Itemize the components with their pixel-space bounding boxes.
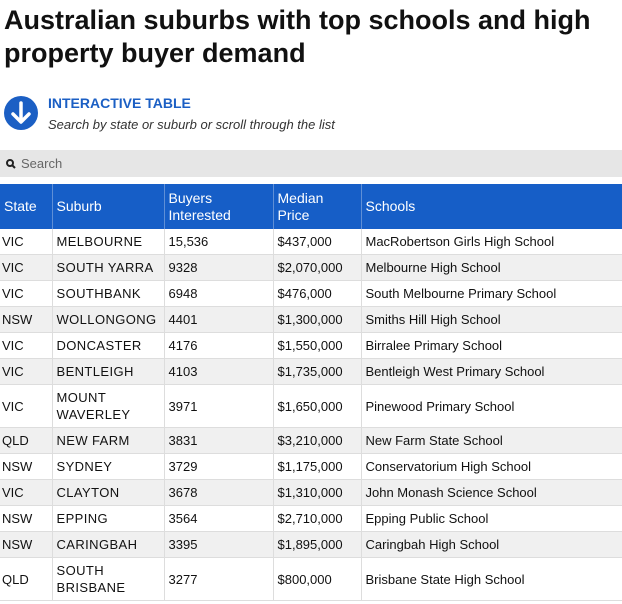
table-cell: NSW (0, 306, 52, 333)
table-row: VIC SOUTH YARRA 9328 $2,070,000 Melbourne Hi… (0, 254, 622, 281)
column-header: Schools (360, 184, 622, 229)
table-cell: MOUNT WAVERLEY (51, 384, 164, 428)
table-cell: Epping Public School (360, 505, 622, 532)
table-cell: NSW (0, 453, 52, 480)
table-row: VIC SOUTHBANK 6948 $476,000 South Melbourne … (0, 280, 622, 307)
table-cell: $2,710,000 (272, 505, 361, 532)
table-cell: 3564 (163, 505, 273, 532)
table-cell: Brisbane State High School (360, 557, 622, 601)
table-row: VIC MELBOURNE 15,536 $437,000 MacRobertson G… (0, 229, 622, 255)
data-table: State Suburb Buyers Interested Median Price… (0, 184, 622, 601)
table-cell: $3,210,000 (272, 427, 361, 454)
table-row: VIC DONCASTER 4176 $1,550,000 Birralee Prima… (0, 332, 622, 359)
table-cell: 3395 (163, 531, 273, 558)
table-cell: SOUTH BRISBANE (51, 557, 164, 601)
table-cell: $1,300,000 (272, 306, 361, 333)
table-cell: $437,000 (272, 229, 361, 255)
table-cell: MacRobertson Girls High School (360, 229, 622, 255)
column-header: State (0, 184, 52, 229)
table-cell: $800,000 (272, 557, 361, 601)
table-cell: Birralee Primary School (360, 332, 622, 359)
column-header: Buyers Interested (163, 184, 273, 229)
section-label: INTERACTIVE TABLE (48, 95, 191, 111)
table-cell: $1,550,000 (272, 332, 361, 359)
table-cell: WOLLONGONG (51, 306, 164, 333)
table-cell: Pinewood Primary School (360, 384, 622, 428)
table-row: VIC BENTLEIGH 4103 $1,735,000 Bentleigh West… (0, 358, 622, 385)
subtitle: Search by state or suburb or scroll thro… (48, 117, 335, 132)
table-cell: 6948 (163, 280, 273, 307)
table-cell: VIC (0, 229, 52, 255)
table-row: QLD SOUTH BRISBANE 3277 $800,000 Brisbane St… (0, 557, 622, 601)
header-row: State Suburb Buyers Interested Median Price… (0, 184, 622, 229)
table-cell: $1,310,000 (272, 479, 361, 506)
header-text: Median Price (277, 189, 324, 223)
table-cell: Melbourne High School (360, 254, 622, 281)
table-cell: VIC (0, 384, 52, 428)
table-cell: VIC (0, 358, 52, 385)
table-cell: 15,536 (163, 229, 273, 255)
table-row: NSW SYDNEY 3729 $1,175,000 Conservatorium Hi… (0, 453, 622, 480)
column-header: Median Price (272, 184, 361, 229)
table-row: NSW WOLLONGONG 4401 $1,300,000 Smiths Hill H… (0, 306, 622, 333)
search-icon (6, 159, 16, 169)
table-cell: EPPING (51, 505, 164, 532)
table-cell: Caringbah High School (360, 531, 622, 558)
table-cell: QLD (0, 427, 52, 454)
header-text: State (4, 198, 37, 214)
table-cell: 9328 (163, 254, 273, 281)
table-cell: New Farm State School (360, 427, 622, 454)
table-cell: MELBOURNE (51, 229, 164, 255)
table-cell: $1,650,000 (272, 384, 361, 428)
arrow-icon (4, 96, 38, 130)
table-cell: $1,895,000 (272, 531, 361, 558)
table-cell: $1,175,000 (272, 453, 361, 480)
table-cell: South Melbourne Primary School (360, 280, 622, 307)
table-cell: 3277 (163, 557, 273, 601)
table-cell: VIC (0, 332, 52, 359)
table-row: VIC CLAYTON 3678 $1,310,000 John Monash Scie… (0, 479, 622, 506)
header-text: Schools (365, 198, 416, 214)
table-cell: SOUTHBANK (51, 280, 164, 307)
table-cell: 3678 (163, 479, 273, 506)
table-row: NSW CARINGBAH 3395 $1,895,000 Caringbah High… (0, 531, 622, 558)
table-cell: CLAYTON (51, 479, 164, 506)
table-cell: NSW (0, 505, 52, 532)
table-cell: 3729 (163, 453, 273, 480)
table-cell: 4401 (163, 306, 273, 333)
header-text: Suburb (56, 198, 102, 214)
column-header: Suburb (51, 184, 164, 229)
table-cell: SYDNEY (51, 453, 164, 480)
table-row: VIC MOUNT WAVERLEY 3971 $1,650,000 Pinewood … (0, 384, 622, 428)
table-cell: SOUTH YARRA (51, 254, 164, 281)
table-cell: DONCASTER (51, 332, 164, 359)
table-row: QLD NEW FARM 3831 $3,210,000 New Farm State … (0, 427, 622, 454)
table-cell: NEW FARM (51, 427, 164, 454)
table-cell: Smiths Hill High School (360, 306, 622, 333)
table-cell: $1,735,000 (272, 358, 361, 385)
table-cell: VIC (0, 254, 52, 281)
table-cell: 4103 (163, 358, 273, 385)
table-cell: Conservatorium High School (360, 453, 622, 480)
title: Australian suburbs with top schools and … (4, 5, 591, 68)
search-box[interactable]: Search (0, 150, 622, 177)
table-cell: 3971 (163, 384, 273, 428)
table-cell: 4176 (163, 332, 273, 359)
table-row: NSW EPPING 3564 $2,710,000 Epping Public Sch… (0, 505, 622, 532)
table-cell: CARINGBAH (51, 531, 164, 558)
table-cell: NSW (0, 531, 52, 558)
table-cell: $2,070,000 (272, 254, 361, 281)
table-cell: John Monash Science School (360, 479, 622, 506)
table-cell: Bentleigh West Primary School (360, 358, 622, 385)
header-text: Buyers Interested (168, 189, 231, 223)
table-cell: $476,000 (272, 280, 361, 307)
table-cell: 3831 (163, 427, 273, 454)
search-placeholder: Search (21, 156, 63, 171)
table-cell: VIC (0, 280, 52, 307)
table-cell: QLD (0, 557, 52, 601)
table-cell: VIC (0, 479, 52, 506)
table-cell: BENTLEIGH (51, 358, 164, 385)
